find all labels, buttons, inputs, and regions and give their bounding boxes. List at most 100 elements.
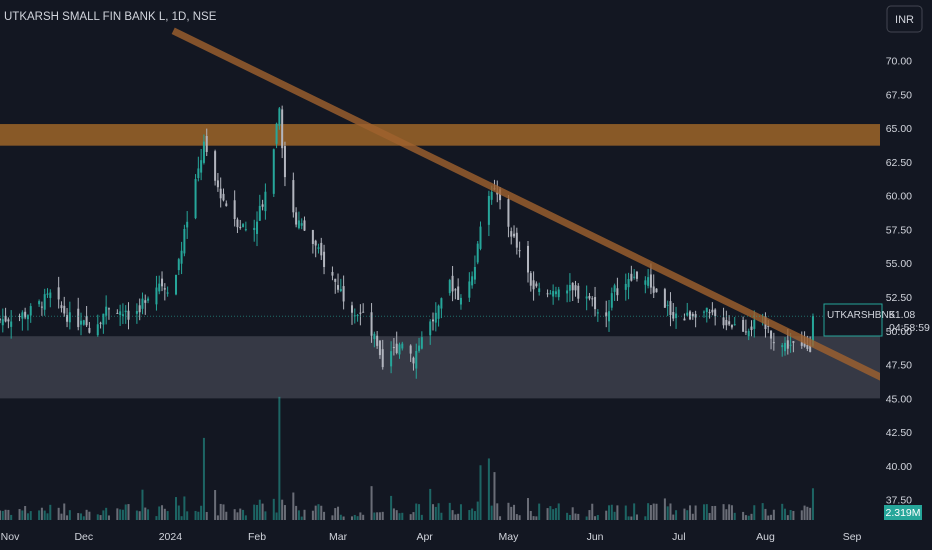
volume-bar	[568, 514, 571, 520]
volume-bar	[454, 514, 457, 520]
candle	[518, 241, 521, 258]
candle-body	[202, 141, 205, 163]
volume-bar	[96, 514, 99, 520]
last-price-symbol: UTKARSHBNK	[827, 310, 896, 321]
candle-body	[362, 311, 365, 313]
candle-body	[342, 286, 345, 302]
volume-bar	[471, 508, 474, 520]
candle-body	[448, 280, 451, 294]
volume-bar	[297, 510, 300, 520]
candle-body	[742, 319, 745, 332]
candle	[216, 173, 219, 192]
volume-bar	[356, 516, 359, 520]
candle	[261, 199, 264, 211]
candle-body	[728, 321, 731, 325]
volume-bar	[283, 505, 286, 520]
candle	[180, 241, 183, 275]
volume-bar	[669, 503, 672, 520]
candle-body	[183, 228, 186, 254]
currency-button[interactable]: INR	[886, 5, 923, 33]
descending-trendline[interactable]	[171, 27, 885, 382]
candle-body	[4, 315, 7, 322]
volume-bar	[434, 506, 437, 520]
candle	[390, 341, 393, 374]
volume-bar	[21, 510, 24, 520]
volume-bar	[258, 499, 261, 520]
candle-body	[278, 108, 281, 126]
candle	[546, 289, 549, 298]
candle	[49, 289, 52, 308]
volume-bar	[359, 512, 362, 520]
volume-bar	[781, 503, 784, 520]
candle	[297, 211, 300, 230]
volume-bar	[57, 507, 60, 520]
candle-body	[429, 321, 432, 336]
volume-bar	[496, 503, 499, 520]
price-tick-label: 40.00	[886, 461, 912, 473]
candle-body	[161, 278, 164, 287]
candle-body	[549, 293, 552, 295]
volume-bar	[476, 501, 479, 520]
candle-body	[803, 342, 806, 347]
candle	[535, 281, 538, 288]
candle-body	[538, 288, 541, 293]
candle-body	[613, 285, 616, 292]
candle	[705, 307, 708, 323]
candle	[205, 128, 208, 157]
candle-body	[205, 136, 208, 152]
candle	[420, 331, 423, 350]
candle-body	[49, 292, 52, 298]
volume-bar	[244, 515, 247, 520]
candle	[694, 310, 697, 328]
volume-bar	[253, 504, 256, 520]
volume-bar	[515, 514, 518, 520]
candle	[155, 275, 158, 311]
candle-body	[258, 205, 261, 221]
candle-body	[29, 306, 32, 316]
price-tick-label: 47.50	[886, 360, 912, 372]
volume-bar	[747, 515, 750, 520]
volume-bar	[613, 511, 616, 520]
candle-body	[147, 298, 150, 301]
candle	[102, 313, 105, 334]
candle-body	[197, 168, 200, 179]
candle-body	[323, 251, 326, 267]
time-axis-panel	[0, 525, 880, 550]
candle-body	[107, 308, 110, 310]
candle-body	[7, 319, 10, 322]
volume-bar	[526, 498, 530, 520]
volume-bar	[432, 504, 435, 520]
candle	[538, 282, 541, 296]
candle	[60, 301, 63, 313]
volume-bar	[742, 511, 745, 520]
candle-body	[644, 280, 647, 285]
volume-bar	[317, 504, 320, 520]
volume-bar	[26, 513, 29, 520]
volume-bar	[1, 510, 4, 520]
volume-bar	[314, 505, 317, 520]
volume-bar	[66, 515, 69, 520]
candle	[18, 313, 21, 322]
candle	[77, 297, 80, 331]
candle	[571, 282, 574, 301]
candle	[722, 307, 725, 329]
candle	[733, 317, 736, 326]
volume-bar	[635, 514, 638, 520]
candle-body	[792, 341, 795, 343]
price-tick-label: 67.50	[886, 89, 912, 101]
candle	[359, 304, 362, 326]
price-tick-label: 70.00	[886, 56, 912, 68]
volume-bar	[591, 503, 594, 520]
candle-body	[297, 220, 300, 229]
candle	[236, 217, 239, 234]
volume-bar	[451, 510, 454, 520]
volume-bar	[412, 512, 415, 520]
candle	[275, 122, 278, 149]
candle	[412, 356, 415, 371]
candle-body	[18, 315, 21, 317]
volume-bar	[596, 514, 599, 520]
volume-bar	[666, 506, 669, 520]
